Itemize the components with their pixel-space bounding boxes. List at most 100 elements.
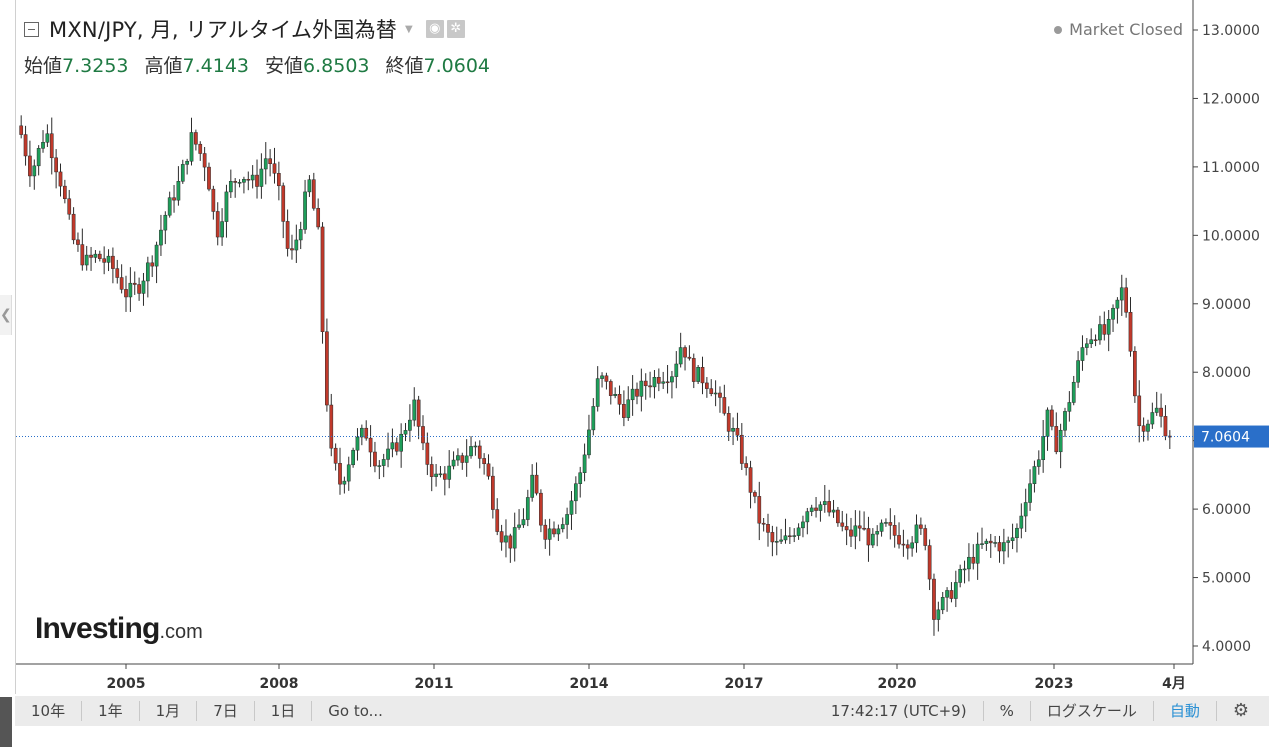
- candle-down: [80, 244, 85, 266]
- y-tick-label: 9.0000: [1202, 297, 1251, 313]
- investing-logo: Investing.com: [35, 612, 203, 645]
- side-panel-handle[interactable]: ❮: [0, 295, 12, 335]
- candle-up: [1154, 407, 1159, 413]
- candle-up: [1063, 411, 1067, 431]
- candle-down: [1054, 426, 1059, 453]
- candle-down: [862, 527, 866, 530]
- y-tick-label: 6.0000: [1202, 502, 1251, 518]
- candle-up: [298, 229, 303, 241]
- candle-up: [176, 181, 181, 201]
- candle-down: [543, 524, 548, 540]
- candle-up: [351, 449, 355, 466]
- candle-up: [796, 527, 801, 536]
- candle-down: [373, 451, 377, 467]
- chart-area[interactable]: 13.0000 12.0000 11.0000 10.0000 9.0000 8.0000…: [15, 0, 1269, 694]
- candle-up: [1045, 409, 1050, 437]
- candle-up: [936, 609, 941, 620]
- candle-up: [993, 542, 997, 544]
- candle-up: [1006, 540, 1011, 543]
- candle-up: [32, 165, 37, 177]
- candle-up: [945, 590, 949, 598]
- candle-up: [809, 507, 814, 512]
- candle-down: [477, 445, 482, 459]
- candle-down: [102, 258, 107, 263]
- candle-up: [591, 406, 596, 431]
- candle-down: [28, 155, 32, 177]
- candle-up: [1032, 466, 1037, 484]
- candle-up: [678, 347, 683, 365]
- candle-down: [499, 531, 504, 543]
- candle-up: [259, 168, 264, 187]
- candle-up: [45, 133, 50, 143]
- candle-down: [905, 544, 910, 549]
- candle-down: [71, 213, 76, 241]
- candle-down: [49, 133, 54, 159]
- candle-down: [119, 277, 124, 290]
- candle-up: [530, 474, 535, 498]
- candle-down: [1159, 407, 1163, 417]
- goto-button[interactable]: Go to...: [328, 702, 383, 720]
- gear-icon[interactable]: ✲: [446, 20, 465, 38]
- price-chart[interactable]: 13.0000 12.0000 11.0000 10.0000 9.0000 8.0000…: [16, 0, 1269, 694]
- candle-down: [700, 367, 705, 384]
- percent-scale-button[interactable]: %: [984, 701, 1031, 721]
- candle-down: [665, 381, 670, 384]
- candle-down: [495, 509, 500, 532]
- range-10y-button[interactable]: 10年: [15, 701, 83, 721]
- candle-up: [556, 528, 561, 535]
- candle-up: [1067, 402, 1072, 412]
- auto-scale-button[interactable]: 自動: [1154, 701, 1217, 721]
- candle-up: [565, 514, 569, 525]
- candle-up: [167, 197, 172, 216]
- candle-up: [438, 473, 443, 476]
- candle-up: [774, 541, 779, 543]
- candle-up: [884, 522, 888, 524]
- candle-down: [333, 447, 338, 464]
- candle-down: [648, 385, 652, 388]
- candle-down: [111, 255, 115, 269]
- chevron-down-icon[interactable]: ▼: [404, 23, 413, 35]
- gear-icon[interactable]: ⚙: [1232, 700, 1249, 721]
- candle-down: [364, 427, 369, 439]
- candle-up: [145, 262, 150, 282]
- candle-down: [255, 174, 259, 187]
- log-scale-button[interactable]: ログスケール: [1031, 701, 1154, 721]
- ohlc-close: 終値7.0604: [385, 55, 491, 77]
- candle-up: [975, 543, 980, 564]
- candle-down: [718, 392, 722, 398]
- candle-up: [93, 253, 98, 258]
- candle-up: [1058, 429, 1063, 453]
- candle-up: [587, 429, 591, 456]
- range-1d-button[interactable]: 1日: [255, 701, 313, 721]
- y-tick-label: 8.0000: [1202, 365, 1251, 381]
- candle-up: [639, 380, 644, 397]
- candle-down: [932, 578, 936, 620]
- candle-down: [368, 437, 373, 453]
- candle-down: [923, 528, 928, 546]
- candle-down: [486, 463, 491, 477]
- candle-down: [705, 382, 709, 389]
- candle-down: [761, 522, 766, 525]
- candle-up: [818, 504, 823, 511]
- collapse-icon[interactable]: [24, 21, 39, 37]
- candle-down: [508, 535, 513, 549]
- candle-down: [97, 253, 102, 259]
- candle-down: [927, 545, 932, 580]
- range-7d-button[interactable]: 7日: [197, 701, 255, 721]
- candle-down: [172, 197, 176, 201]
- camera-icon[interactable]: ◉: [425, 20, 444, 38]
- candle-up: [573, 483, 578, 502]
- candle-down: [1141, 425, 1146, 432]
- candle-up: [36, 148, 41, 167]
- candle-up: [1150, 412, 1155, 425]
- ohlc-low: 安値6.8503: [265, 55, 370, 77]
- candle-down: [892, 525, 897, 536]
- candle-down: [739, 434, 744, 464]
- candle-down: [770, 532, 775, 543]
- candle-up: [263, 158, 268, 170]
- range-1y-button[interactable]: 1年: [82, 701, 140, 721]
- candle-up: [652, 377, 657, 388]
- candle-up: [853, 525, 858, 537]
- range-1m-button[interactable]: 1月: [140, 701, 198, 721]
- candle-down: [726, 413, 731, 432]
